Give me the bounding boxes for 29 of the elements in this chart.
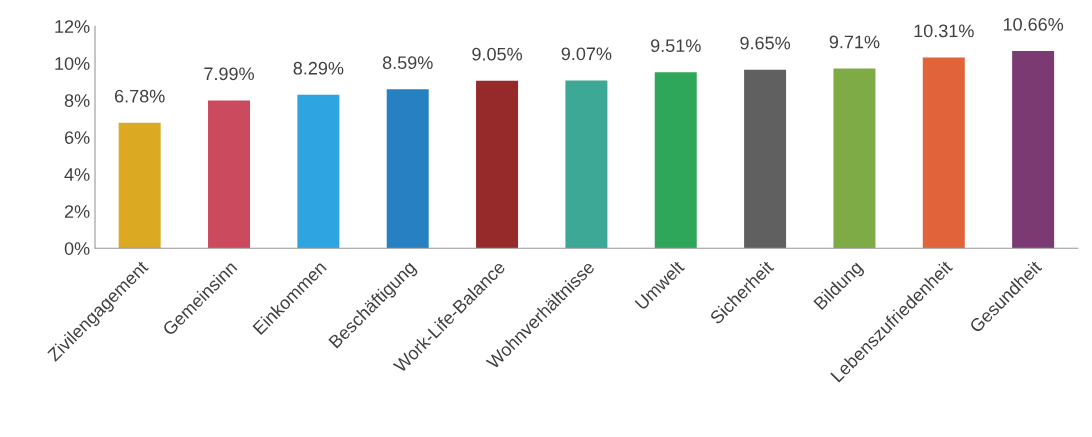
bar bbox=[922, 57, 965, 249]
data-label: 9.65% bbox=[740, 36, 791, 50]
bar bbox=[208, 100, 251, 249]
y-tick-label: 8% bbox=[64, 94, 90, 107]
bar bbox=[1012, 51, 1055, 249]
data-label: 8.59% bbox=[382, 56, 433, 70]
data-label: 9.05% bbox=[472, 47, 523, 61]
y-tick-label: 6% bbox=[64, 131, 90, 144]
data-label: 9.51% bbox=[651, 39, 701, 53]
data-label: 10.66% bbox=[1003, 17, 1064, 31]
y-tick-label: 4% bbox=[64, 168, 90, 181]
bar bbox=[476, 80, 519, 249]
data-label: 9.71% bbox=[829, 35, 880, 49]
bar bbox=[386, 89, 429, 249]
y-tick-label: 0% bbox=[64, 242, 90, 255]
bar bbox=[654, 72, 697, 249]
y-tick-label: 10% bbox=[55, 57, 90, 70]
bar bbox=[118, 122, 161, 249]
y-tick-label: 2% bbox=[64, 205, 90, 218]
data-label: 8.29% bbox=[293, 61, 344, 75]
data-label: 6.78% bbox=[115, 89, 165, 103]
bar bbox=[565, 80, 608, 249]
data-label: 7.99% bbox=[204, 67, 254, 81]
data-label: 10.31% bbox=[914, 24, 974, 38]
bar bbox=[744, 69, 787, 249]
bar bbox=[297, 94, 340, 249]
data-label: 9.07% bbox=[561, 47, 612, 61]
bar bbox=[833, 68, 876, 249]
y-tick-label: 12% bbox=[55, 20, 90, 33]
